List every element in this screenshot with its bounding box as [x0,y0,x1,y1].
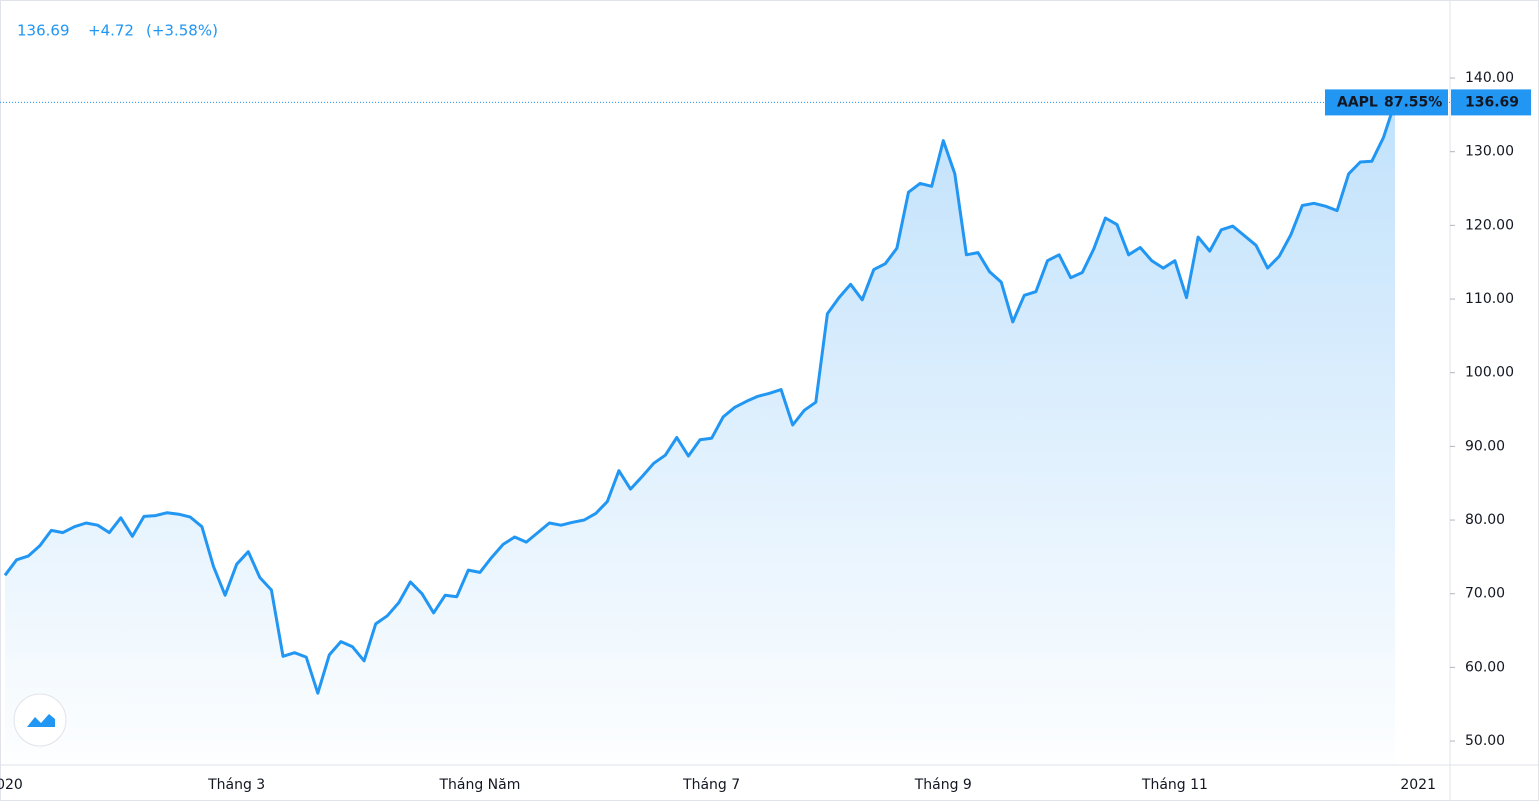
y-tick-label: 120.00 [1465,217,1514,233]
y-tick-label: 70.00 [1465,586,1505,602]
series-badge [1325,89,1448,116]
y-tick-label: 80.00 [1465,512,1505,528]
x-tick-label: Tháng 7 [682,777,740,793]
price-line [3,101,1397,695]
y-tick-label: 130.00 [1465,144,1514,160]
logo-icon [27,714,55,727]
x-tick-label: Tháng 9 [914,777,972,793]
price-badge-label: 136.69 [1465,94,1519,110]
header-change: +4.72 [88,22,134,40]
x-tick-label: Tháng Năm [438,777,520,793]
y-tick-label: 110.00 [1465,291,1514,307]
y-tick-label: 90.00 [1465,438,1505,454]
y-tick-label: 50.00 [1465,733,1505,749]
y-tick-label: 60.00 [1465,659,1505,675]
header-change-percent: (+3.58%) [146,22,218,40]
x-tick-label: Tháng 3 [207,777,265,793]
logo[interactable] [13,693,67,747]
price-badge [1451,89,1531,116]
x-tick-label: Tháng 11 [1141,777,1208,793]
header-price: 136.69 [17,22,70,40]
y-tick-label: 100.00 [1465,365,1514,381]
x-tick-label: 2021 [1400,777,1436,793]
area [5,102,1395,765]
x-tick-label: 2020 [0,777,23,793]
series-return: 87.55% [1384,94,1442,110]
y-tick-label: 140.00 [1465,70,1514,86]
series-name: AAPL [1337,94,1378,110]
